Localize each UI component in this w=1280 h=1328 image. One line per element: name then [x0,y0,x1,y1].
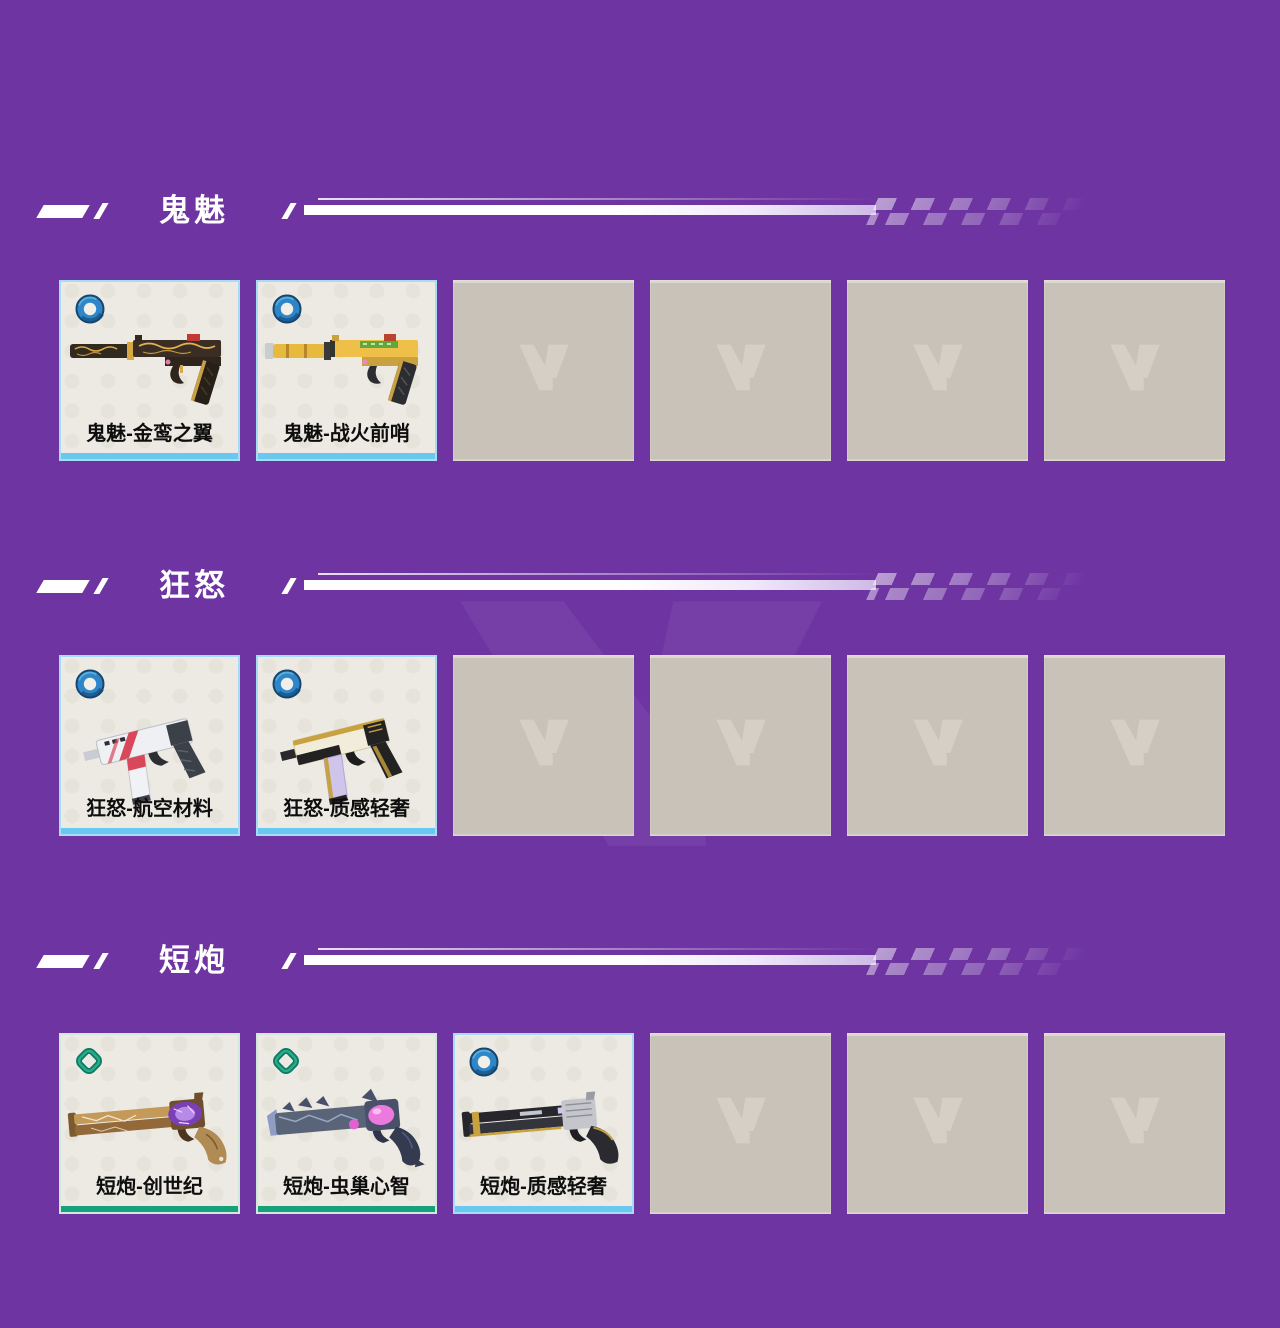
skin-name-label: 鬼魅-金鸾之翼 [86,423,213,445]
header-dash-decoration [36,954,90,968]
valorant-logo-watermark [912,1097,963,1143]
card-row-shorty: 短炮-创世纪 [59,1033,1225,1214]
valorant-logo-watermark [518,344,569,390]
edition-color-strip [258,1206,435,1212]
skin-name-label: 狂怒-航空材料 [86,798,213,820]
weapon-image-ghost-gold-wing [67,312,233,417]
edition-color-strip [61,828,238,834]
valorant-logo-watermark [1109,344,1160,390]
card-row-ghost: 鬼魅-金鸾之翼 [59,280,1225,461]
valorant-logo-watermark [912,719,963,765]
empty-skin-slot [1044,280,1225,461]
skin-name-label: 鬼魅-战火前哨 [283,423,410,445]
select-edition-icon [269,1044,303,1083]
empty-skin-slot [650,280,831,461]
empty-skin-slot [847,655,1028,836]
skin-card-shorty-1[interactable]: 短炮-创世纪 [59,1033,240,1214]
weapon-image-ghost-warfront [264,312,430,417]
header-slash-icon [281,578,297,594]
section-title: 鬼魅 [159,193,229,228]
deluxe-edition-icon [269,291,305,332]
skin-name-label: 狂怒-质感轻奢 [283,798,410,820]
valorant-logo-watermark [912,344,963,390]
section-header-ghost: 鬼魅 [36,192,1280,230]
skin-card-shorty-3[interactable]: 短炮-质感轻奢 [453,1033,634,1214]
header-bar [304,955,876,965]
deluxe-edition-icon [72,666,108,707]
skin-name-label: 短炮-质感轻奢 [480,1176,607,1198]
card-row-frenzy: 狂怒-航空材料 [59,655,1225,836]
valorant-logo-watermark [518,719,569,765]
empty-skin-slot [650,1033,831,1214]
skin-card-shorty-2[interactable]: 短炮-虫巢心智 [256,1033,437,1214]
header-hairline [318,573,878,575]
valorant-logo-watermark [715,344,766,390]
header-stripe [304,947,1280,975]
valorant-logo-watermark [1109,1097,1160,1143]
edition-color-strip [258,828,435,834]
deluxe-edition-icon [466,1044,502,1085]
header-bar [304,205,876,215]
empty-skin-slot [1044,1033,1225,1214]
header-slash-icon [93,203,109,219]
header-stripe [304,197,1280,225]
skin-name-label: 短炮-虫巢心智 [283,1176,410,1198]
edition-color-strip [455,1206,632,1212]
weapon-image-frenzy-aero [75,693,225,816]
empty-skin-slot [453,655,634,836]
empty-skin-slot [650,655,831,836]
skin-card-ghost-2[interactable]: 鬼魅-战火前哨 [256,280,437,461]
header-dash-decoration [36,579,90,593]
header-slash-icon [93,953,109,969]
header-bar [304,580,876,590]
checkered-flag-decoration [865,573,1098,600]
deluxe-edition-icon [269,666,305,707]
empty-skin-slot [453,280,634,461]
edition-color-strip [61,1206,238,1212]
valorant-logo-watermark [715,719,766,765]
deluxe-edition-icon [72,291,108,332]
skin-card-frenzy-2[interactable]: 狂怒-质感轻奢 [256,655,437,836]
checkered-flag-decoration [865,198,1098,225]
skin-card-frenzy-1[interactable]: 狂怒-航空材料 [59,655,240,836]
skin-card-ghost-1[interactable]: 鬼魅-金鸾之翼 [59,280,240,461]
section-title: 狂怒 [159,568,229,603]
empty-skin-slot [847,280,1028,461]
weapon-image-shorty-genesis [67,1073,233,1182]
header-hairline [318,948,878,950]
empty-skin-slot [847,1033,1028,1214]
valorant-logo-watermark [715,1097,766,1143]
select-edition-icon [72,1044,106,1083]
checkered-flag-decoration [865,948,1098,975]
valorant-logo-watermark [1109,719,1160,765]
header-dash-decoration [36,204,90,218]
empty-skin-slot [1044,655,1225,836]
edition-color-strip [61,453,238,459]
skin-name-label: 短炮-创世纪 [96,1176,203,1198]
header-slash-icon [281,953,297,969]
weapon-image-shorty-hivemind [264,1073,430,1182]
section-title: 短炮 [159,943,229,978]
section-header-shorty: 短炮 [36,942,1280,980]
header-hairline [318,198,878,200]
edition-color-strip [258,453,435,459]
header-stripe [304,572,1280,600]
section-header-frenzy: 狂怒 [36,567,1280,605]
header-slash-icon [93,578,109,594]
header-slash-icon [281,203,297,219]
weapon-image-shorty-luxe [461,1073,627,1182]
weapon-image-frenzy-luxe [272,693,422,816]
